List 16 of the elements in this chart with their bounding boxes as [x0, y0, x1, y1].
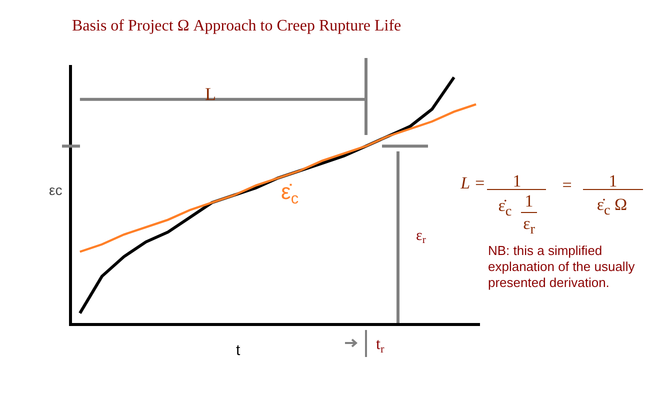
- chart-title: Basis of Project Ω Approach to Creep Rupture Life: [72, 18, 402, 35]
- text: ε$_{r}$: [523, 214, 535, 238]
- annotation: ε̇$_{c}$: [281, 179, 299, 208]
- annotation: ε$_{r}$: [416, 228, 426, 246]
- x-axis-title: t: [236, 342, 241, 359]
- text: 1: [512, 172, 522, 190]
- text: 1: [608, 172, 618, 190]
- text: t$_{r}$: [376, 336, 384, 356]
- text: =: [562, 176, 572, 194]
- text: ε̇$_{c}$: [498, 196, 512, 220]
- annotation: L: [205, 84, 216, 104]
- text: NB: this a simplified explanation of the usually presented derivation.: [488, 243, 636, 291]
- y-axis-title: εc: [49, 182, 62, 198]
- text: ε̇$_{c}$ Ω: [596, 195, 628, 219]
- text: 1: [524, 192, 534, 210]
- annotation: L =: [460, 174, 486, 192]
